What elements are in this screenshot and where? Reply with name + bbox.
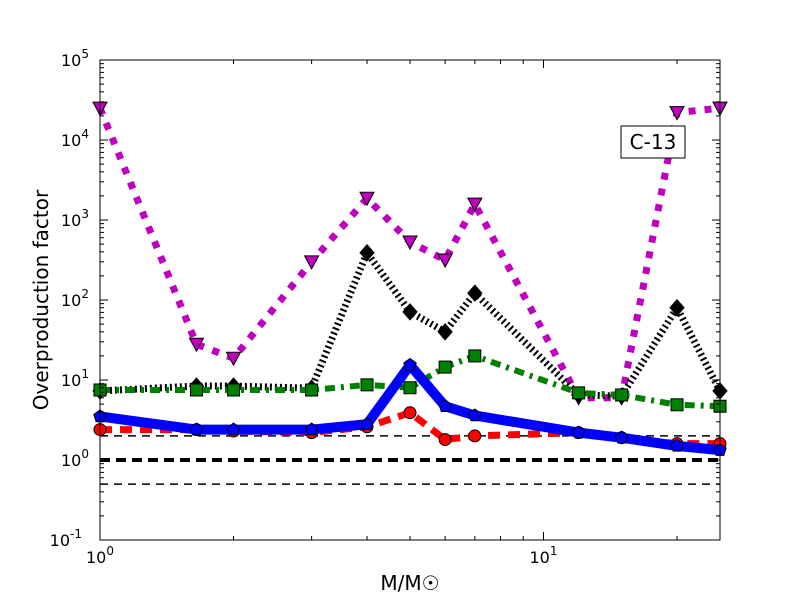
data-point — [437, 323, 453, 341]
data-point — [670, 398, 684, 412]
data-point — [402, 235, 418, 251]
data-point — [403, 381, 417, 395]
data-point — [189, 422, 204, 436]
x-tick-label: 101 — [530, 544, 558, 567]
annotation-label: C-13 — [630, 130, 677, 154]
data-point — [468, 408, 482, 422]
data-point — [403, 357, 417, 371]
data-point — [466, 197, 483, 213]
data-point — [189, 383, 203, 397]
data-point — [360, 378, 374, 392]
data-point — [615, 388, 629, 402]
data-point — [188, 337, 205, 353]
data-point — [227, 383, 241, 397]
data-series — [92, 101, 728, 456]
data-point — [359, 191, 375, 207]
data-point — [303, 255, 320, 270]
data-point — [438, 360, 452, 374]
reference-lines — [100, 435, 720, 485]
data-point — [403, 406, 417, 420]
data-point — [572, 386, 586, 400]
y-tick-label: 10-1 — [50, 527, 82, 550]
data-point — [226, 422, 241, 436]
data-point — [614, 430, 629, 444]
annotation-box: C-13 — [620, 125, 686, 159]
data-point — [402, 303, 418, 321]
data-point — [360, 417, 374, 430]
data-point — [467, 284, 483, 302]
y-tick-label: 102 — [61, 287, 89, 310]
x-axis-label: M/M☉ — [380, 571, 439, 595]
series-black-diamonds — [92, 243, 728, 405]
data-point — [359, 243, 375, 262]
data-point — [571, 425, 586, 439]
data-point — [669, 298, 685, 317]
data-point — [468, 429, 482, 443]
y-axis-label: Overproduction factor — [29, 189, 53, 410]
data-point — [304, 422, 319, 436]
data-point — [225, 351, 242, 367]
data-point — [669, 106, 685, 121]
data-point — [437, 253, 453, 269]
data-point — [438, 433, 452, 447]
series-line — [99, 359, 721, 456]
series-green-squares — [93, 349, 727, 413]
x-tick-label: 100 — [86, 544, 114, 567]
series-line — [99, 249, 724, 400]
data-point — [670, 438, 684, 452]
y-tick-label: 104 — [61, 127, 89, 150]
y-tick-label: 105 — [61, 47, 89, 70]
series-blue-pentagons — [93, 357, 727, 456]
data-point — [305, 383, 319, 397]
y-tick-label: 101 — [61, 367, 89, 390]
y-tick-label: 100 — [61, 447, 89, 470]
y-tick-label: 103 — [61, 207, 89, 230]
series-line — [96, 104, 721, 402]
data-point — [468, 349, 482, 363]
data-point — [438, 399, 452, 412]
